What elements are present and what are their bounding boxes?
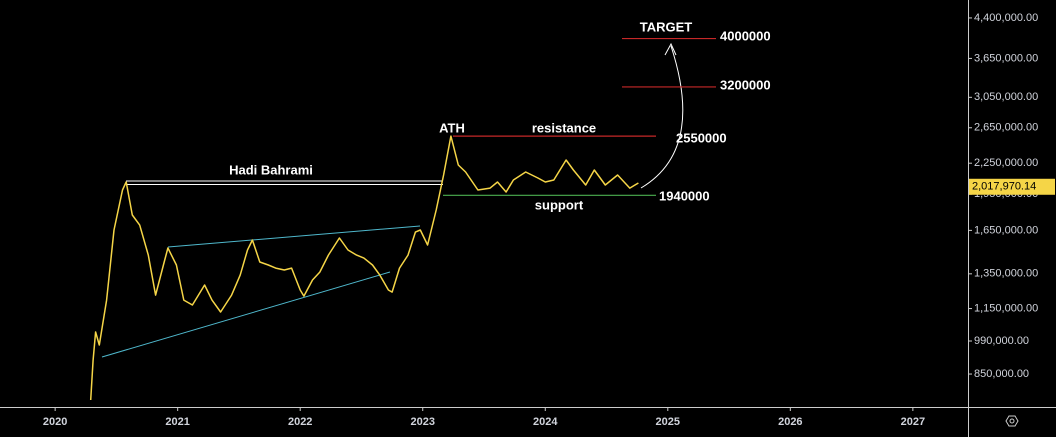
x-tick-label: 2022	[288, 416, 312, 428]
x-tick-label: 2025	[656, 416, 680, 428]
level-label: 2550000	[676, 130, 727, 145]
settings-dot	[1009, 418, 1015, 424]
annotation: Hadi Bahrami	[229, 162, 313, 177]
annotation: ATH	[439, 120, 465, 135]
annotation: TARGET	[640, 19, 693, 34]
trend-line	[167, 225, 421, 248]
settings-icon[interactable]	[1005, 415, 1019, 427]
annotation: support	[535, 197, 584, 212]
x-tick-label: 2026	[778, 416, 802, 428]
level-label: 1940000	[659, 188, 710, 203]
y-tick-label: 850,000.00	[974, 368, 1029, 380]
target-arrow	[640, 45, 684, 189]
x-tick-label: 2024	[533, 416, 558, 428]
level-label: 4000000	[720, 28, 771, 43]
y-tick-label: 1,150,000.00	[974, 302, 1038, 314]
y-tick-label: 1,350,000.00	[974, 268, 1038, 280]
arrow-head	[664, 42, 677, 56]
level-label: 3200000	[720, 77, 771, 92]
annotation: resistance	[532, 120, 596, 135]
y-tick-label: 1,650,000.00	[974, 224, 1038, 236]
trend-lines	[101, 42, 684, 358]
settings-hex	[1005, 415, 1019, 427]
y-tick-label: 2,650,000.00	[974, 122, 1038, 134]
x-tick-label: 2023	[410, 416, 434, 428]
last-price-label: 2,017,970.14	[972, 181, 1036, 193]
y-tick-label: 3,050,000.00	[974, 91, 1038, 103]
y-tick-label: 2,250,000.00	[974, 157, 1038, 169]
x-tick-label: 2020	[43, 416, 67, 428]
x-tick-label: 2027	[901, 416, 925, 428]
trend-line	[101, 271, 391, 358]
y-tick-label: 3,650,000.00	[974, 52, 1038, 64]
price-line	[89, 135, 639, 401]
x-tick-label: 2021	[165, 416, 189, 428]
last-price-tag	[969, 178, 1055, 195]
y-tick-label: 4,400,000.00	[974, 12, 1038, 24]
y-tick-label: 990,000.00	[974, 335, 1029, 347]
